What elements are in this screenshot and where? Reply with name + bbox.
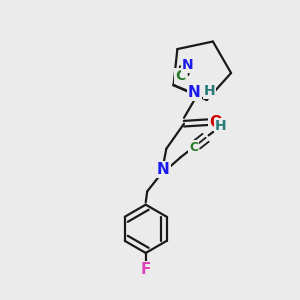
Text: F: F <box>140 262 151 277</box>
Text: N: N <box>188 85 201 100</box>
Text: N: N <box>157 162 170 177</box>
Text: H: H <box>215 119 227 133</box>
Text: O: O <box>209 115 222 130</box>
Text: H: H <box>204 84 215 98</box>
Text: C: C <box>189 141 198 154</box>
Text: C: C <box>175 69 185 83</box>
Text: N: N <box>182 58 194 72</box>
